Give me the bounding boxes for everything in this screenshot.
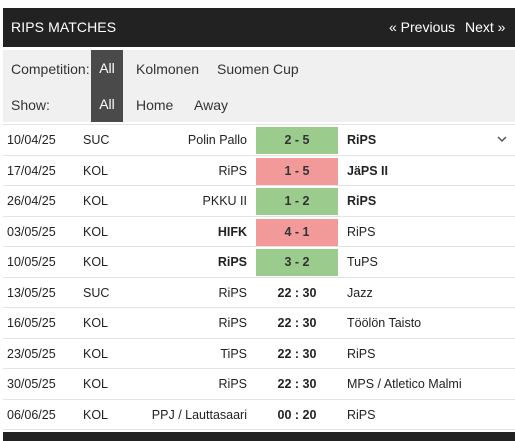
match-row[interactable]: 30/05/25 KOL RiPS 22 : 30 MPS / Atletico Mal… (3, 369, 515, 400)
show-filter-away[interactable]: Away (194, 97, 228, 113)
filter-panel: Competition: All Kolmonen Suomen Cup Sho… (3, 50, 515, 122)
match-date: 16/05/25 (7, 316, 56, 330)
previous-link[interactable]: « Previous (389, 19, 456, 35)
match-date: 30/05/25 (7, 377, 56, 391)
widget-title: RIPS MATCHES (11, 19, 117, 35)
match-score[interactable]: 22 : 30 (277, 316, 317, 330)
show-filter-all[interactable]: All (91, 86, 123, 122)
match-competition: KOL (83, 194, 109, 208)
away-team[interactable]: RiPS (347, 346, 376, 361)
match-row[interactable]: 16/05/25 KOL RiPS 22 : 30 Töölön Taisto (3, 308, 515, 339)
home-team[interactable]: PKKU II (202, 194, 247, 208)
away-team[interactable]: Jazz (347, 285, 373, 300)
match-score[interactable]: 22 : 30 (277, 285, 317, 300)
away-team[interactable]: RiPS (347, 224, 376, 239)
home-team[interactable]: TiPS (220, 346, 247, 361)
next-link[interactable]: Next » (465, 19, 506, 35)
match-row[interactable]: 17/04/25 KOL RiPS 1 - 5 JäPS II (3, 156, 515, 186)
competition-filter-kolmonen[interactable]: Kolmonen (136, 61, 200, 77)
match-score[interactable]: 22 : 30 (277, 377, 317, 391)
away-team[interactable]: JäPS II (347, 163, 388, 178)
widget-header: RIPS MATCHES « Previous Next » (3, 8, 515, 47)
match-score[interactable]: 1 - 2 (256, 188, 338, 215)
competition-filter-all[interactable]: All (91, 50, 123, 86)
match-score[interactable]: 3 - 2 (256, 249, 338, 276)
away-team[interactable]: TuPS (347, 255, 378, 269)
match-row[interactable]: 10/04/25 SUC Polin Pallo 2 - 5 RiPS (3, 125, 515, 156)
competition-filter-suomen-cup[interactable]: Suomen Cup (217, 61, 299, 77)
match-date: 17/04/25 (7, 163, 56, 178)
home-team[interactable]: RiPS (218, 316, 247, 330)
match-score[interactable]: 4 - 1 (256, 218, 338, 246)
match-date: 26/04/25 (7, 194, 56, 208)
match-competition: SUC (83, 133, 110, 147)
competition-filter-row: Competition: All Kolmonen Suomen Cup (3, 50, 515, 86)
match-score[interactable]: 2 - 5 (256, 127, 338, 154)
away-team[interactable]: RiPS (347, 194, 377, 208)
home-team[interactable]: RiPS (217, 255, 247, 269)
match-date: 10/05/25 (7, 255, 56, 269)
match-row[interactable]: 26/04/25 KOL PKKU II 1 - 2 RiPS (3, 186, 515, 217)
match-row[interactable]: 03/05/25 KOL HIFK 4 - 1 RiPS (3, 217, 515, 247)
match-date: 13/05/25 (7, 285, 56, 300)
home-team[interactable]: PPJ / Lauttasaari (151, 407, 247, 422)
match-date: 10/04/25 (7, 133, 56, 147)
away-team[interactable]: RiPS (347, 407, 376, 422)
match-score[interactable]: 00 : 20 (277, 407, 317, 422)
home-team[interactable]: RiPS (218, 163, 247, 178)
match-score[interactable]: 22 : 30 (277, 346, 317, 361)
match-date: 23/05/25 (7, 346, 56, 361)
match-competition: KOL (83, 377, 109, 391)
match-date: 03/05/25 (7, 224, 56, 239)
match-date: 06/06/25 (7, 407, 56, 422)
chevron-down-icon[interactable] (495, 132, 509, 146)
home-team[interactable]: RiPS (218, 377, 247, 391)
match-score[interactable]: 1 - 5 (256, 157, 338, 185)
match-competition: KOL (83, 346, 109, 361)
away-team[interactable]: Töölön Taisto (347, 316, 422, 330)
match-row[interactable]: 23/05/25 KOL TiPS 22 : 30 RiPS (3, 339, 515, 369)
home-team[interactable]: Polin Pallo (187, 133, 247, 147)
match-competition: KOL (83, 316, 109, 330)
match-competition: KOL (83, 224, 109, 239)
show-label: Show: (11, 97, 50, 113)
away-team[interactable]: RiPS (347, 133, 377, 147)
match-competition: SUC (83, 285, 110, 300)
home-team[interactable]: RiPS (218, 285, 247, 300)
away-team[interactable]: MPS / Atletico Malmi (347, 377, 462, 391)
show-filter-home[interactable]: Home (136, 97, 174, 113)
match-list: 10/04/25 SUC Polin Pallo 2 - 5 RiPS 17/04/25 K… (3, 124, 515, 430)
match-row[interactable]: 10/05/25 KOL RiPS 3 - 2 TuPS (3, 247, 515, 278)
show-filter-row: Show: All Home Away (3, 86, 515, 122)
match-row[interactable]: 06/06/25 KOL PPJ / Lauttasaari 00 : 20 RiPS (3, 400, 515, 430)
match-row[interactable]: 13/05/25 SUC RiPS 22 : 30 Jazz (3, 278, 515, 308)
match-competition: KOL (83, 407, 109, 422)
home-team[interactable]: HIFK (217, 224, 247, 239)
bottom-bar (3, 432, 515, 441)
match-competition: KOL (83, 163, 109, 178)
competition-label: Competition: (11, 61, 90, 77)
match-competition: KOL (83, 255, 109, 269)
